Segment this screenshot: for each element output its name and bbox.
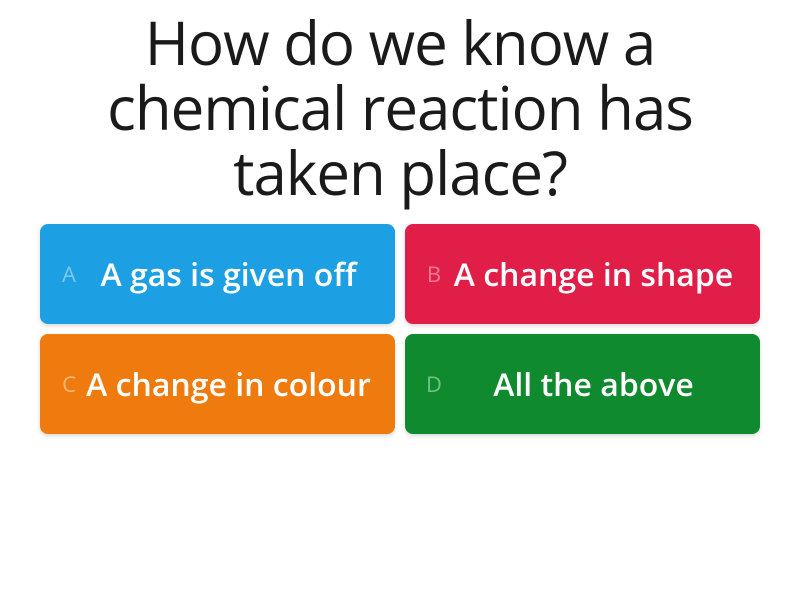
option-a[interactable]: A A gas is given off [40,224,395,324]
option-text-c: A change in colour [86,367,383,402]
options-grid: A A gas is given off B A change in shape… [40,224,760,434]
option-letter-c: C [52,369,86,399]
quiz-question: How do we know a chemical reaction has t… [30,10,770,204]
option-text-a: A gas is given off [86,257,383,292]
option-text-b: A change in shape [451,257,748,292]
option-text-d: All the above [451,367,748,402]
option-letter-b: B [417,259,451,289]
option-c[interactable]: C A change in colour [40,334,395,434]
option-d[interactable]: D All the above [405,334,760,434]
option-letter-d: D [417,369,451,399]
option-letter-a: A [52,259,86,289]
option-b[interactable]: B A change in shape [405,224,760,324]
